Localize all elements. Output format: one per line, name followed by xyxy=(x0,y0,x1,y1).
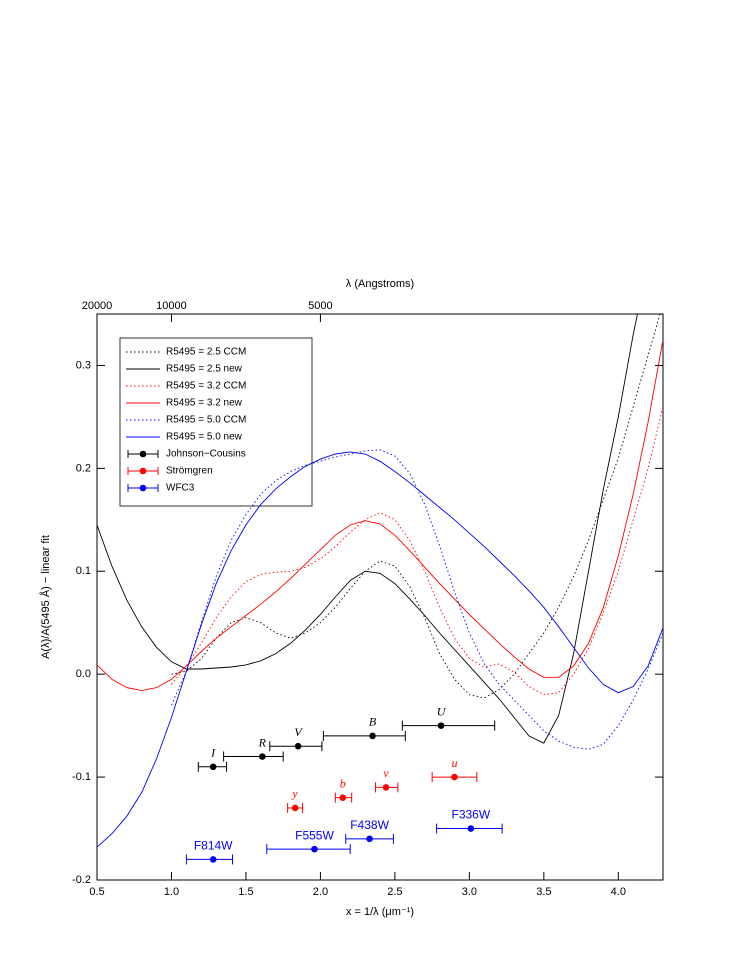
y-tick-label: 0.0 xyxy=(76,668,91,680)
legend-swatch xyxy=(139,450,147,458)
point xyxy=(437,722,445,729)
y-tick-label: 0.2 xyxy=(76,462,91,474)
point-label: b xyxy=(340,776,346,790)
point xyxy=(451,773,458,781)
point-label: u xyxy=(451,756,457,770)
top-axis-label: λ (Angstroms) xyxy=(346,278,414,290)
point xyxy=(209,763,217,771)
point-label: v xyxy=(383,766,389,780)
legend-label: R5495 = 5.0 CCM xyxy=(166,415,246,426)
curve xyxy=(97,314,638,744)
legend-label: Johnson−Cousins xyxy=(166,449,246,460)
point-label: y xyxy=(291,787,298,801)
x-tick-label: 2.5 xyxy=(387,886,402,898)
legend-label: R5495 = 2.5 CCM xyxy=(166,347,246,358)
top-tick-label: 20000 xyxy=(82,300,113,312)
legend-swatch xyxy=(139,484,147,492)
top-tick-label: 10000 xyxy=(156,300,187,312)
x-tick-label: 2.0 xyxy=(313,886,328,898)
y-tick-label: -0.2 xyxy=(72,874,91,886)
x-tick-label: 1.0 xyxy=(164,886,179,898)
x-tick-label: 3.0 xyxy=(462,886,477,898)
point xyxy=(467,825,475,832)
x-tick-label: 4.0 xyxy=(611,886,626,898)
legend-label: WFC3 xyxy=(166,483,195,494)
point xyxy=(339,794,347,801)
legend-label: R5495 = 3.2 new xyxy=(166,398,243,409)
plot-area xyxy=(97,314,663,865)
point-label: F814W xyxy=(194,839,233,853)
curve xyxy=(97,339,663,692)
legend-box xyxy=(119,337,313,507)
y-tick-label: -0.1 xyxy=(72,771,91,783)
legend-label: R5495 = 5.0 new xyxy=(166,432,243,443)
point xyxy=(209,856,217,863)
point xyxy=(311,845,318,853)
point xyxy=(366,835,373,843)
y-axis-label: A(λ)/A(5495 Å) − linear fit xyxy=(39,535,52,659)
legend-label: R5495 = 2.5 new xyxy=(166,364,243,375)
point-label: F555W xyxy=(295,828,334,842)
point-label: F438W xyxy=(350,818,389,832)
point-label: U xyxy=(437,704,447,718)
point-label: F336W xyxy=(452,808,491,822)
x-tick-label: 3.5 xyxy=(536,886,551,898)
top-tick-label: 5000 xyxy=(308,300,332,312)
x-tick-label: 0.5 xyxy=(89,886,104,898)
x-axis-label: x = 1/λ (μm⁻¹) xyxy=(346,906,414,918)
point-label: V xyxy=(294,725,303,739)
point xyxy=(294,742,302,750)
point xyxy=(259,753,266,760)
point-label: R xyxy=(258,735,267,749)
legend-label: Strömgren xyxy=(166,466,213,477)
point xyxy=(382,784,390,791)
plot-frame xyxy=(96,313,664,881)
point-label: I xyxy=(210,746,216,760)
y-tick-label: 0.1 xyxy=(76,565,91,577)
y-tick-label: 0.3 xyxy=(76,359,91,371)
legend-label: R5495 = 3.2 CCM xyxy=(166,381,246,392)
point xyxy=(369,732,376,740)
curve xyxy=(171,314,661,699)
curve xyxy=(97,451,663,848)
x-tick-label: 1.5 xyxy=(238,886,253,898)
legend-swatch xyxy=(139,467,147,475)
point-label: B xyxy=(369,715,377,729)
point xyxy=(291,804,299,812)
